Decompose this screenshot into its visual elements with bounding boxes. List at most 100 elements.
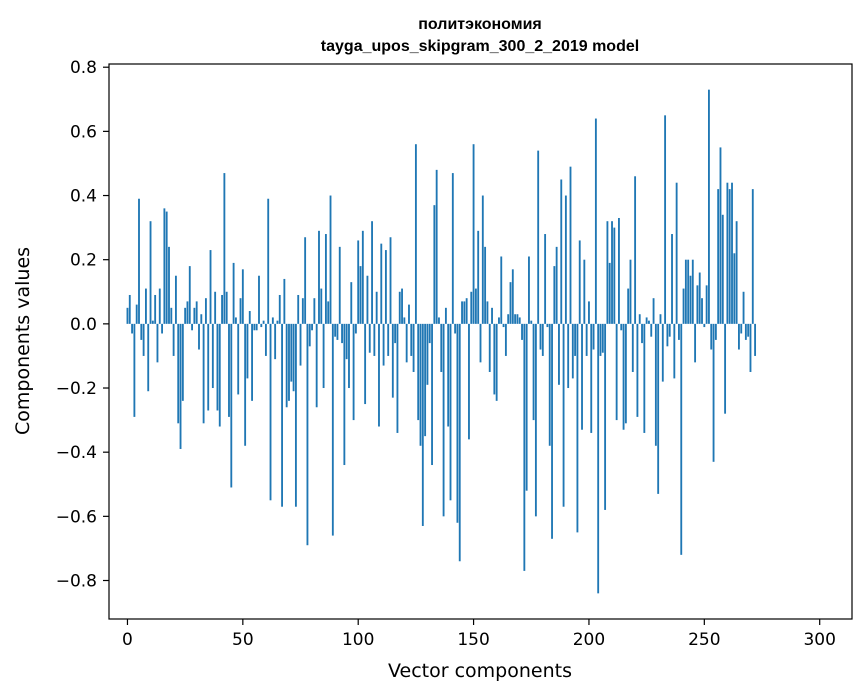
bar	[451, 173, 454, 324]
bar	[608, 262, 611, 324]
bar	[338, 246, 341, 324]
bar	[431, 323, 433, 466]
bar	[417, 323, 420, 421]
bar	[604, 323, 607, 510]
bar	[576, 323, 579, 533]
bar	[304, 237, 307, 324]
x-tick-label: 100	[342, 630, 374, 650]
bar	[329, 195, 332, 324]
bar	[248, 311, 251, 324]
bar	[433, 205, 436, 324]
x-tick-label: 250	[688, 630, 720, 650]
bar	[174, 275, 177, 324]
x-tick-label: 50	[232, 630, 254, 650]
bar	[412, 323, 415, 372]
bar	[744, 323, 747, 340]
bar	[195, 301, 198, 324]
bar	[375, 291, 378, 324]
bar	[474, 288, 477, 324]
bar	[228, 323, 230, 417]
bar	[465, 298, 468, 324]
bar	[636, 323, 639, 417]
bar	[223, 173, 226, 324]
bar	[705, 285, 708, 324]
bar	[378, 323, 380, 427]
bar	[597, 323, 600, 594]
bar	[657, 323, 660, 494]
bar	[311, 323, 313, 331]
bar	[516, 314, 519, 324]
bar	[161, 323, 163, 334]
bar	[749, 323, 752, 372]
bar	[387, 323, 390, 356]
bar	[661, 323, 664, 382]
y-tick-label: −0.2	[56, 379, 97, 399]
bar	[292, 323, 295, 392]
bar	[548, 323, 551, 446]
bar	[488, 323, 491, 372]
bar	[391, 323, 394, 398]
bar	[154, 294, 157, 324]
bar	[225, 291, 228, 324]
bar	[198, 323, 200, 350]
bar	[691, 259, 694, 324]
bar	[301, 298, 304, 324]
x-tick-label: 150	[457, 630, 489, 650]
bar	[380, 243, 383, 324]
bar	[401, 288, 403, 324]
bar	[294, 323, 297, 507]
bar	[258, 275, 260, 324]
bar	[495, 323, 498, 401]
bar	[230, 323, 233, 488]
bar	[320, 288, 323, 324]
bar	[440, 323, 443, 372]
bar	[435, 169, 438, 324]
bar	[271, 317, 274, 324]
bar	[165, 211, 168, 324]
chart-subtitle: tayga_upos_skipgram_300_2_2019 model	[321, 38, 639, 55]
bar	[398, 291, 401, 324]
bar	[650, 323, 653, 337]
bar	[689, 275, 692, 324]
bar	[181, 323, 184, 401]
bar	[671, 234, 673, 324]
bar	[334, 323, 337, 337]
y-tick-label: 0.8	[70, 58, 97, 78]
bar	[673, 323, 676, 379]
bar	[308, 323, 311, 347]
bar	[389, 237, 392, 324]
bar	[461, 301, 463, 324]
bar	[615, 323, 618, 421]
bar	[184, 307, 187, 324]
bar	[168, 246, 170, 324]
bar	[731, 182, 733, 324]
bar	[290, 323, 293, 382]
bar	[269, 323, 272, 501]
bar	[710, 323, 713, 350]
bar	[599, 323, 602, 356]
bar	[740, 323, 743, 334]
bar	[297, 294, 300, 324]
bar	[262, 320, 265, 324]
bar	[735, 221, 738, 324]
bar	[177, 323, 180, 424]
bar	[463, 301, 466, 324]
bar	[147, 323, 150, 392]
bar	[276, 320, 279, 324]
bar	[244, 323, 247, 446]
bar	[631, 323, 634, 372]
bar	[525, 323, 528, 491]
bar	[202, 323, 205, 424]
bar	[394, 323, 397, 344]
bar	[581, 323, 583, 430]
bar	[267, 198, 270, 324]
bar	[373, 323, 376, 356]
bar	[299, 323, 302, 366]
bar	[336, 323, 339, 340]
bar	[664, 115, 667, 324]
bar	[558, 323, 560, 385]
bar	[733, 253, 736, 324]
bar	[449, 323, 452, 501]
